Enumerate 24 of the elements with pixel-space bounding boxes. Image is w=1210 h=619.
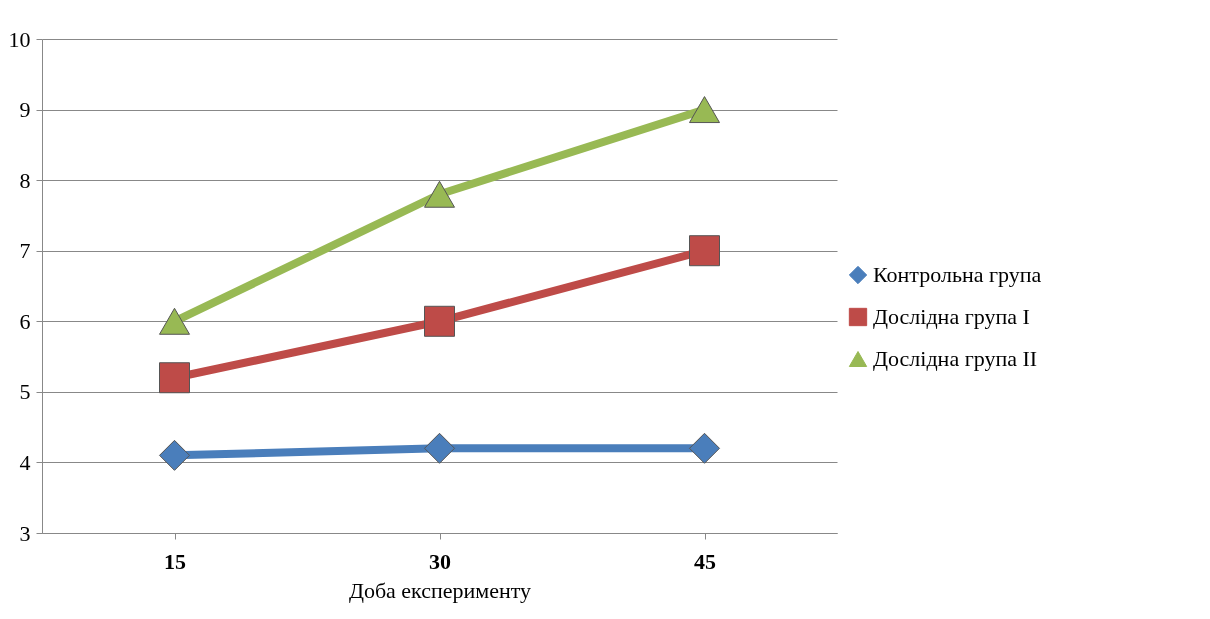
x-tick-label: 15 — [164, 548, 186, 574]
legend-label: Контрольна група — [873, 262, 1042, 287]
y-tick-label: 6 — [19, 308, 31, 334]
point — [689, 96, 720, 124]
x-tick-label: 30 — [429, 548, 451, 574]
y-tick-label: 10 — [8, 26, 31, 52]
legend-label: Дослідна група II — [873, 346, 1038, 371]
x-axis-title: Доба експерименту — [348, 577, 532, 603]
point — [159, 307, 190, 335]
point — [159, 439, 190, 471]
point — [689, 235, 720, 267]
x-tick-label: 45 — [694, 548, 716, 574]
point — [424, 305, 455, 337]
y-tick-label: 3 — [19, 520, 31, 546]
legend-label: Дослідна група I — [873, 304, 1030, 329]
point — [159, 362, 190, 394]
y-tick-label: 9 — [19, 97, 31, 123]
y-tick-label: 8 — [19, 167, 31, 193]
y-tick-label: 5 — [19, 379, 31, 405]
point — [689, 432, 720, 464]
point — [424, 432, 455, 464]
point — [424, 180, 455, 208]
y-tick-label: 7 — [19, 238, 31, 264]
y-tick-label: 4 — [19, 449, 31, 475]
